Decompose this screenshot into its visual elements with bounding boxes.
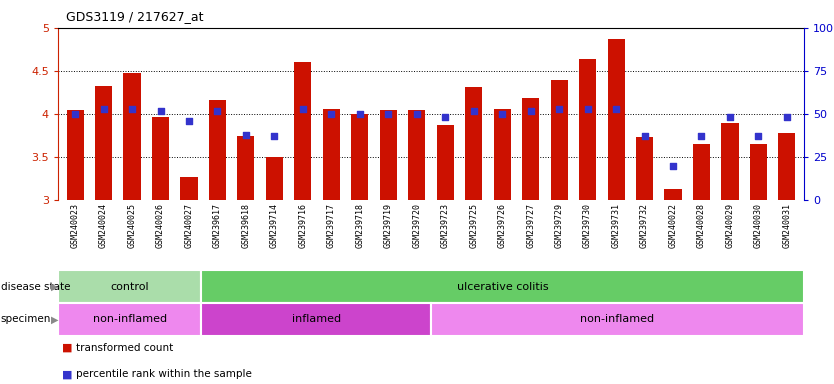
Text: percentile rank within the sample: percentile rank within the sample (77, 369, 252, 379)
Point (125, 106, 138, 112)
Point (268, 133, 281, 139)
Bar (180, 177, 198, 200)
Text: ▶: ▶ (52, 314, 59, 324)
Text: ulcerative colitis: ulcerative colitis (457, 281, 549, 291)
Bar (152, 117, 169, 200)
Bar (266, 157, 283, 200)
Point (410, 111, 424, 117)
Point (239, 132, 253, 138)
Bar (58, 303, 202, 336)
Text: specimen: specimen (1, 314, 51, 324)
Point (751, 133, 765, 139)
Bar (379, 110, 397, 200)
Bar (550, 81, 568, 200)
Text: ■: ■ (63, 343, 73, 353)
Bar (431, 303, 804, 336)
Bar (721, 122, 739, 200)
Bar (67, 110, 83, 200)
Point (439, 114, 452, 121)
Bar (202, 303, 431, 336)
Point (68, 111, 82, 117)
Point (666, 162, 680, 169)
Point (638, 133, 651, 139)
Bar (665, 189, 681, 200)
Point (581, 106, 595, 112)
Text: ■: ■ (63, 369, 73, 379)
Bar (351, 114, 369, 200)
Text: inflamed: inflamed (292, 314, 341, 324)
Bar (238, 136, 254, 200)
Bar (522, 98, 540, 200)
Bar (693, 144, 710, 200)
Text: disease state: disease state (1, 281, 70, 291)
Point (781, 114, 794, 121)
Bar (294, 61, 311, 200)
Point (382, 111, 395, 117)
Text: transformed count: transformed count (77, 343, 173, 353)
Text: control: control (110, 281, 149, 291)
Bar (494, 109, 510, 200)
Point (610, 106, 623, 112)
Point (552, 106, 565, 112)
Bar (408, 110, 425, 200)
Point (353, 111, 366, 117)
Point (97, 106, 110, 112)
Point (495, 111, 509, 117)
Bar (58, 270, 202, 303)
Text: non-inflamed: non-inflamed (93, 314, 167, 324)
Point (524, 108, 537, 114)
Text: GDS3119 / 217627_at: GDS3119 / 217627_at (67, 10, 203, 23)
Point (153, 108, 167, 114)
Point (695, 133, 708, 139)
Text: non-inflamed: non-inflamed (580, 314, 655, 324)
Bar (750, 144, 767, 200)
Bar (323, 109, 340, 200)
Bar (636, 137, 653, 200)
Bar (607, 39, 625, 200)
Point (467, 108, 480, 114)
Bar (123, 73, 141, 200)
Bar (202, 270, 804, 303)
Bar (208, 100, 226, 200)
Point (296, 106, 309, 112)
Bar (579, 59, 596, 200)
Point (723, 114, 736, 121)
Text: ▶: ▶ (52, 281, 59, 291)
Bar (465, 87, 482, 200)
Point (324, 111, 338, 117)
Point (183, 118, 196, 124)
Bar (778, 133, 796, 200)
Point (211, 108, 224, 114)
Bar (437, 125, 454, 200)
Bar (95, 86, 112, 200)
